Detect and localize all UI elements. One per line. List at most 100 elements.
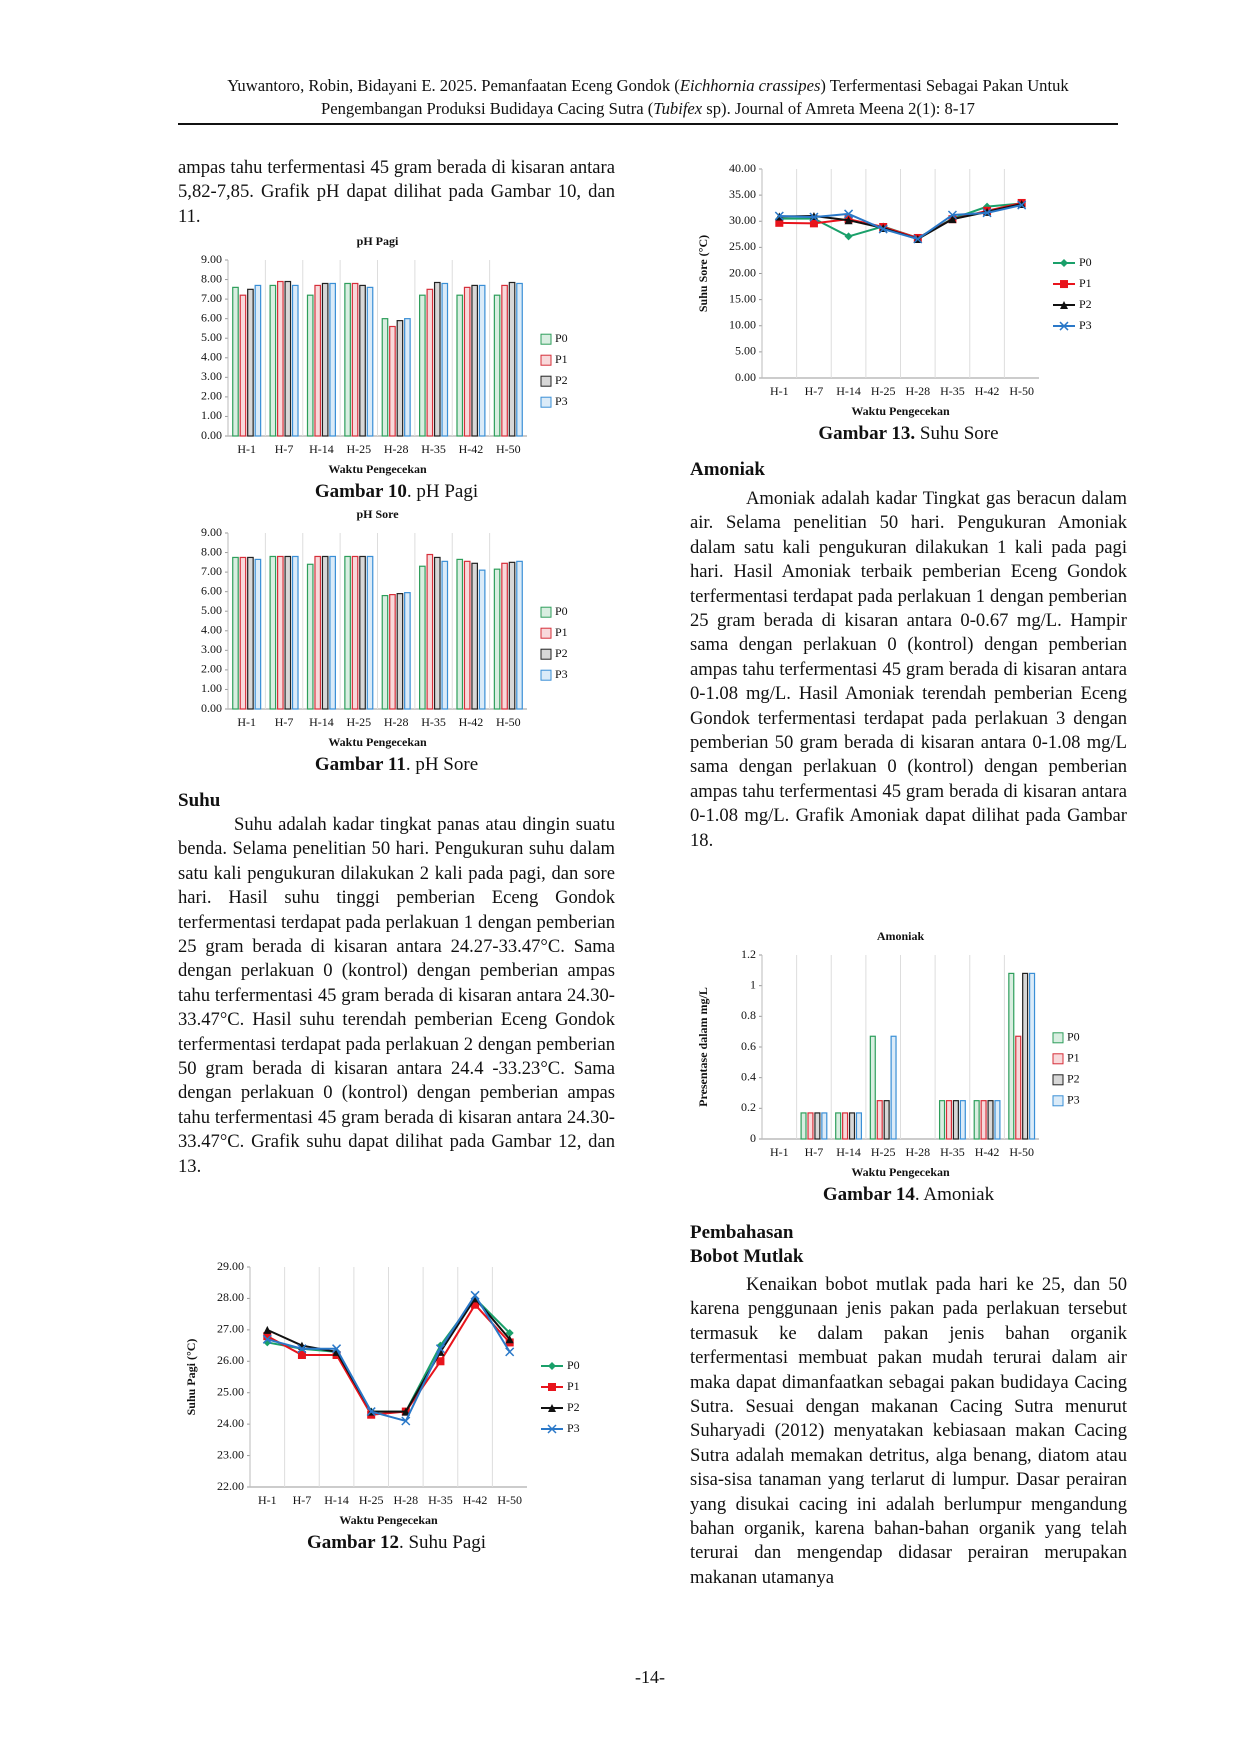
legend-swatch [1052, 1032, 1064, 1044]
bar [508, 281, 516, 437]
bar [351, 555, 359, 710]
y-tick-label: 6.00 [201, 310, 222, 324]
x-tick-label: H-7 [805, 1145, 824, 1159]
y-axis-label: Suhu Pagi (°C) [184, 1339, 198, 1416]
y-tick-label: 3.00 [201, 369, 222, 383]
bar [456, 294, 464, 437]
marker [913, 234, 923, 244]
legend-swatch [1052, 1074, 1064, 1086]
x-tick-label: H-42 [463, 1493, 488, 1507]
bar [501, 284, 508, 437]
x-axis-label: Waktu Pengecekan [851, 404, 950, 418]
chart: Amoniak Presentase dalam mg/L Waktu Pengec… [696, 929, 1080, 1179]
bar [419, 565, 426, 710]
bar [876, 1100, 883, 1140]
y-tick-label: 0.00 [201, 428, 222, 442]
x-tick-label: H-35 [421, 442, 446, 456]
heading: Suhu [178, 790, 221, 811]
bar [239, 556, 247, 710]
bar [284, 280, 292, 437]
bar [276, 555, 284, 710]
marker [263, 1325, 272, 1334]
caption-label: Gambar 10 [314, 481, 407, 502]
legend-label: P3 [567, 1421, 580, 1435]
bar [478, 284, 486, 437]
bar [314, 555, 322, 710]
bar [441, 560, 449, 710]
bar [456, 558, 464, 710]
bar [232, 286, 239, 437]
legend-swatch [540, 669, 552, 681]
marker [401, 1407, 410, 1416]
bar [321, 282, 329, 437]
legend-label: P3 [555, 394, 568, 408]
marker [263, 1332, 272, 1341]
legend-marker [1059, 321, 1069, 331]
y-tick-label: 10.00 [729, 318, 756, 332]
marker [505, 1329, 514, 1337]
y-tick-label: 9.00 [201, 525, 222, 539]
bar [1015, 1035, 1022, 1140]
marker [844, 232, 853, 241]
x-tick-label: H-14 [324, 1493, 349, 1507]
y-tick-label: 9.00 [201, 252, 222, 266]
bar [284, 555, 292, 710]
marker [436, 1357, 445, 1366]
caption-label: Gambar 11 [314, 754, 406, 775]
figure-caption: Gambar 11. pH Sore [178, 753, 615, 777]
y-tick-label: 15.00 [729, 291, 756, 305]
caption-text: . Suhu Pagi [398, 1532, 487, 1553]
y-tick-label: 8.00 [201, 271, 222, 285]
y-tick-label: 27.00 [217, 1322, 244, 1336]
legend-label: P1 [555, 352, 568, 366]
legend-swatch [1052, 1095, 1064, 1107]
bar [396, 593, 404, 710]
x-axis-label: Waktu Pengecekan [328, 462, 427, 476]
legend-swatch [1052, 1053, 1064, 1065]
bar [814, 1112, 821, 1140]
bar [366, 555, 374, 710]
caption-text: Suhu Sore [915, 423, 999, 444]
caption-label: Gambar 14 [822, 1184, 915, 1205]
y-tick-label: 0.00 [201, 701, 222, 715]
paragraph: Amoniak adalah kadar Tingkat gas beracun… [690, 488, 1127, 851]
y-tick-label: 20.00 [729, 265, 756, 279]
marker [332, 1344, 342, 1354]
y-tick-label: 4.00 [201, 623, 222, 637]
marker [1017, 200, 1027, 210]
x-tick-label: H-50 [496, 715, 521, 729]
bar [366, 286, 374, 437]
y-tick-label: 25.00 [217, 1384, 244, 1398]
bar [855, 1112, 863, 1140]
x-tick-label: H-28 [905, 1145, 930, 1159]
legend-marker [548, 1383, 556, 1391]
x-tick-label: H-14 [836, 384, 861, 398]
bar [994, 1100, 1001, 1140]
chart-title: pH Pagi [357, 234, 399, 248]
legend-label: P0 [1067, 1030, 1080, 1044]
marker [878, 224, 888, 234]
bar [980, 1100, 987, 1140]
header-italic: Eichhornia crassipes [679, 76, 821, 95]
paragraph: Kenaikan bobot mutlak pada hari ke 25, d… [690, 1274, 1127, 1588]
y-tick-label: 1.00 [201, 681, 222, 695]
header: Yuwantoro, Robin, Bidayani E. 2025. Pema… [178, 74, 1118, 120]
legend-marker [1060, 301, 1068, 310]
bar [381, 594, 389, 710]
legend-swatch [540, 606, 552, 618]
bar [359, 284, 366, 437]
bar [239, 294, 247, 437]
x-tick-label: H-50 [496, 442, 521, 456]
line [267, 1293, 511, 1423]
y-tick-label: 1.00 [201, 408, 222, 422]
x-tick-label: H-35 [428, 1493, 453, 1507]
x-tick-label: H-1 [237, 442, 256, 456]
x-tick-label: H-35 [940, 1145, 965, 1159]
x-tick-label: H-25 [359, 1493, 384, 1507]
bar [404, 318, 411, 437]
y-tick-label: 7.00 [201, 564, 222, 578]
caption-label: Gambar 13. [818, 423, 916, 444]
y-tick-label: 4.00 [201, 350, 222, 364]
legend-label: P0 [555, 604, 568, 618]
y-tick-label: 30.00 [729, 213, 756, 227]
